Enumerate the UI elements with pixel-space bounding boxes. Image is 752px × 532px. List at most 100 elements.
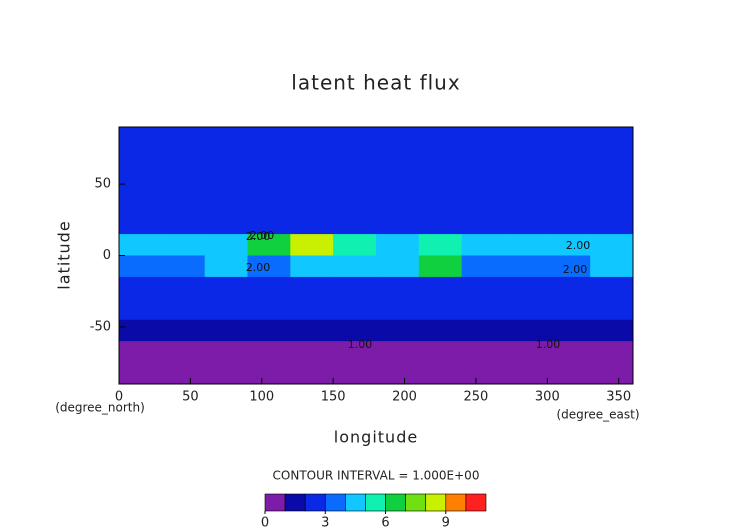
contour-cell xyxy=(461,255,505,278)
contour-cell xyxy=(247,212,291,235)
contour-cell xyxy=(418,319,463,342)
contour-cell xyxy=(333,255,377,278)
x-tick-label: 200 xyxy=(392,390,417,405)
colorbar-swatch xyxy=(345,493,366,512)
contour-cell xyxy=(333,169,377,192)
contour-cell xyxy=(547,255,591,278)
contour-cell xyxy=(161,212,206,235)
contour-cell xyxy=(418,341,463,364)
contour-cell xyxy=(161,234,206,256)
contour-cell xyxy=(247,341,291,364)
contour-cell xyxy=(418,127,463,149)
contour-cell xyxy=(547,341,591,364)
contour-cell xyxy=(376,362,420,385)
chart-title: latent heat flux xyxy=(291,71,460,95)
contour-cell xyxy=(247,362,291,385)
colorbar-tick-label: 0 xyxy=(261,516,269,531)
colorbar-swatch xyxy=(284,493,306,512)
contour-label: 1.00 xyxy=(536,338,561,351)
contour-cell xyxy=(590,191,634,214)
contour-label: 2.00 xyxy=(563,263,588,276)
contour-cell xyxy=(376,255,420,278)
contour-cell xyxy=(161,148,206,171)
contour-cell xyxy=(290,362,334,385)
y-tick-label: 0 xyxy=(103,248,111,263)
contour-cell xyxy=(547,362,591,385)
contour-cell xyxy=(204,362,248,385)
contour-cell xyxy=(461,234,505,256)
contour-cell xyxy=(290,341,334,364)
contour-cell xyxy=(161,127,206,149)
contour-cell xyxy=(161,276,206,299)
contour-cell xyxy=(119,298,163,321)
contour-cell xyxy=(461,169,505,192)
field xyxy=(119,127,634,385)
contour-cell xyxy=(119,319,163,342)
contour-cell xyxy=(204,298,248,321)
contour-cell xyxy=(376,191,420,214)
y-unit: (degree_north) xyxy=(55,401,145,415)
contour-cell xyxy=(461,298,505,321)
contour-cell xyxy=(333,341,377,364)
contour-cell xyxy=(376,341,420,364)
contour-cell xyxy=(376,148,420,171)
contour-cell xyxy=(333,191,377,214)
contour-cell xyxy=(504,276,548,299)
contour-cell xyxy=(504,362,548,385)
contour-cell xyxy=(376,169,420,192)
colorbar-swatch xyxy=(465,493,487,512)
contour-cell xyxy=(333,234,377,256)
contour-cell xyxy=(247,319,291,342)
contour-cell xyxy=(247,255,291,278)
y-axis-label: latitude xyxy=(55,220,74,289)
overlay: 0 50 100 150 200 250 300 350-500502.002.002.002… xyxy=(90,126,634,405)
contour-cell xyxy=(247,191,291,214)
colorbar-swatch xyxy=(264,493,286,512)
contour-cell xyxy=(204,191,248,214)
contour-cell xyxy=(161,362,206,385)
x-tick-label: 300 xyxy=(535,390,560,405)
contour-cell xyxy=(119,341,163,364)
contour-cell xyxy=(119,255,163,278)
contour-cell xyxy=(247,298,291,321)
contour-cell xyxy=(161,319,206,342)
colorbar-swatch xyxy=(405,493,427,512)
contour-cell xyxy=(590,298,634,321)
contour-cell xyxy=(547,148,591,171)
contour-cell xyxy=(590,212,634,235)
contour-cell xyxy=(119,362,163,385)
contour-cell xyxy=(290,212,334,235)
contour-cell xyxy=(418,212,463,235)
contour-cell xyxy=(204,169,248,192)
contour-cell xyxy=(547,298,591,321)
x-tick-label: 350 xyxy=(606,390,631,405)
contour-cell xyxy=(204,234,248,256)
contour-cell xyxy=(333,127,377,149)
contour-cell xyxy=(504,191,548,214)
contour-cell xyxy=(247,169,291,192)
contour-cell xyxy=(461,148,505,171)
contour-cell xyxy=(376,319,420,342)
contour-cell xyxy=(290,191,334,214)
colorbar-swatch xyxy=(445,493,467,512)
x-unit: (degree_east) xyxy=(556,408,639,422)
contour-label: 1.00 xyxy=(348,338,373,351)
contour-cell xyxy=(461,319,505,342)
colorbar-tick-label: 3 xyxy=(321,516,329,531)
contour-cell xyxy=(461,341,505,364)
contour-cell xyxy=(333,298,377,321)
x-tick-label: 50 xyxy=(182,390,199,405)
contour-cell xyxy=(290,234,334,256)
contour-label: 2.00 xyxy=(246,261,271,274)
contour-cell xyxy=(161,191,206,214)
contour-cell xyxy=(504,169,548,192)
contour-cell xyxy=(418,191,463,214)
contour-cell xyxy=(418,276,463,299)
contour-cell xyxy=(504,298,548,321)
contour-cell xyxy=(504,127,548,149)
contour-cell xyxy=(418,234,463,256)
contour-cell xyxy=(290,276,334,299)
contour-cell xyxy=(461,276,505,299)
contour-cell xyxy=(418,298,463,321)
